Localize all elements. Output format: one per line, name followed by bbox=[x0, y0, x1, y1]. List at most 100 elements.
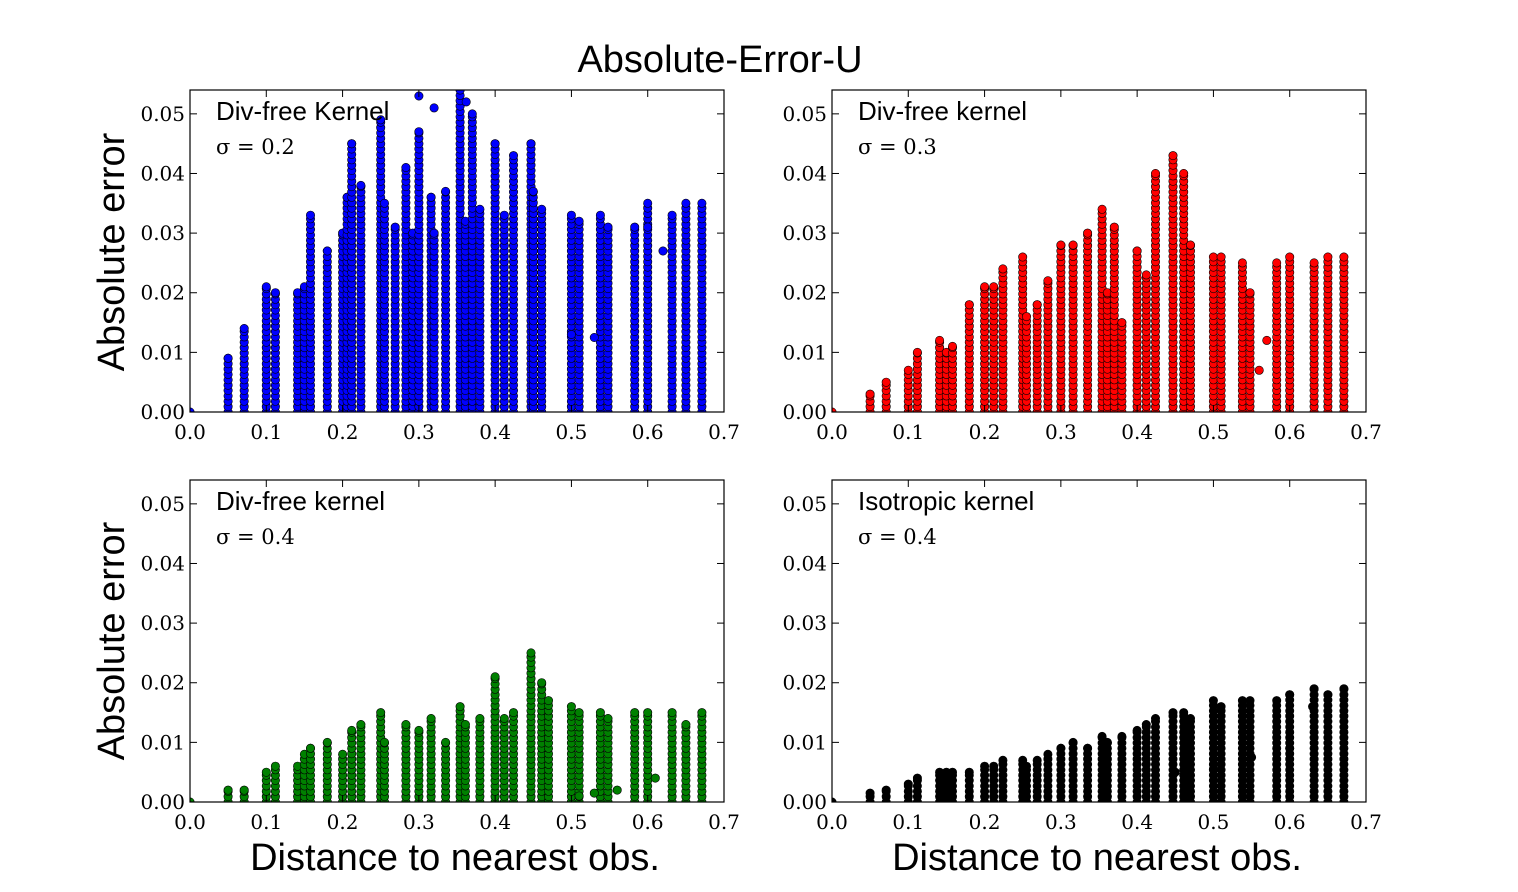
y-tick-label: 0.00 bbox=[782, 790, 827, 814]
scatter-series bbox=[190, 648, 707, 802]
data-point bbox=[1141, 270, 1151, 280]
data-point bbox=[223, 785, 233, 795]
data-point bbox=[1168, 151, 1178, 161]
data-point bbox=[1262, 335, 1272, 345]
y-tick-label: 0.01 bbox=[782, 340, 827, 364]
sigma-annotation: σ = 0.4 bbox=[216, 525, 295, 549]
panel-annotation: Div-free kernel bbox=[858, 96, 1027, 126]
data-point bbox=[1170, 767, 1180, 777]
data-point bbox=[1102, 737, 1112, 747]
axes-frame bbox=[189, 479, 725, 803]
x-axis-label-left: Distance to nearest obs. bbox=[250, 837, 660, 879]
data-point bbox=[1141, 719, 1151, 729]
x-tick-label: 0.2 bbox=[969, 420, 1001, 444]
data-point bbox=[347, 725, 357, 735]
x-tick-label: 0.7 bbox=[1350, 810, 1382, 834]
data-point bbox=[566, 702, 576, 712]
data-point bbox=[667, 210, 677, 220]
data-point bbox=[475, 204, 485, 214]
y-tick-label: 0.00 bbox=[140, 400, 185, 424]
data-point bbox=[1056, 743, 1066, 753]
data-point bbox=[1254, 365, 1264, 375]
data-point bbox=[390, 222, 400, 232]
data-point bbox=[1018, 252, 1028, 262]
data-point bbox=[526, 139, 536, 149]
data-point bbox=[881, 377, 891, 387]
data-point bbox=[455, 702, 465, 712]
y-tick-label: 0.03 bbox=[140, 611, 185, 635]
x-tick-label: 0.5 bbox=[1198, 810, 1230, 834]
y-tick-label: 0.05 bbox=[782, 102, 827, 126]
data-point bbox=[223, 353, 233, 363]
data-point bbox=[697, 708, 707, 718]
subplot-1: 0.0 0.1 0.2 0.3 0.4 0.5 0.6 0.7 0.00 0.01 0.02 0.03… bbox=[140, 89, 740, 444]
y-tick-label: 0.01 bbox=[140, 730, 185, 754]
y-tick-label: 0.04 bbox=[140, 161, 185, 185]
data-point bbox=[1186, 713, 1196, 723]
data-point bbox=[1132, 246, 1142, 256]
x-axis-label-right: Distance to nearest obs. bbox=[892, 837, 1302, 879]
data-point bbox=[612, 785, 622, 795]
data-point bbox=[1021, 761, 1031, 771]
x-tick-label: 0.1 bbox=[250, 810, 282, 834]
data-point bbox=[903, 365, 913, 375]
data-point bbox=[1097, 731, 1107, 741]
x-tick-label: 0.3 bbox=[1045, 420, 1077, 444]
x-tick-label: 0.7 bbox=[708, 810, 740, 834]
data-point bbox=[697, 198, 707, 208]
data-point bbox=[347, 139, 357, 149]
data-point bbox=[1068, 240, 1078, 250]
x-tick-label: 0.0 bbox=[174, 810, 206, 834]
data-point bbox=[475, 713, 485, 723]
data-point bbox=[1272, 696, 1282, 706]
data-point bbox=[643, 708, 653, 718]
data-point bbox=[261, 282, 271, 292]
data-point bbox=[643, 198, 653, 208]
sigma-annotation: σ = 0.4 bbox=[858, 525, 937, 549]
data-point bbox=[912, 347, 922, 357]
data-point bbox=[1245, 288, 1255, 298]
data-point bbox=[543, 696, 553, 706]
data-point bbox=[1097, 204, 1107, 214]
data-point bbox=[379, 737, 389, 747]
data-point bbox=[429, 228, 439, 238]
data-point bbox=[566, 210, 576, 220]
data-point bbox=[1186, 240, 1196, 250]
x-tick-label: 0.4 bbox=[1121, 420, 1153, 444]
data-point bbox=[574, 791, 584, 801]
data-point bbox=[441, 186, 451, 196]
data-point bbox=[1285, 743, 1295, 753]
data-point bbox=[1032, 300, 1042, 310]
x-tick-label: 0.5 bbox=[556, 810, 588, 834]
data-point bbox=[305, 210, 315, 220]
data-point bbox=[376, 708, 386, 718]
data-point bbox=[589, 788, 599, 798]
axes-frame bbox=[831, 89, 1367, 413]
data-point bbox=[1179, 708, 1189, 718]
data-point bbox=[1216, 252, 1226, 262]
y-tick-label: 0.03 bbox=[140, 221, 185, 245]
data-point bbox=[401, 163, 411, 173]
data-point bbox=[356, 180, 366, 190]
data-point bbox=[1056, 240, 1066, 250]
data-point bbox=[1285, 353, 1295, 363]
data-point bbox=[508, 151, 518, 161]
x-tick-label: 0.3 bbox=[403, 420, 435, 444]
data-point bbox=[589, 332, 599, 342]
data-point bbox=[528, 186, 538, 196]
data-point bbox=[650, 773, 660, 783]
data-point bbox=[630, 708, 640, 718]
data-point bbox=[1272, 258, 1282, 268]
data-point bbox=[429, 103, 439, 113]
x-tick-label: 0.1 bbox=[892, 810, 924, 834]
data-point bbox=[305, 743, 315, 753]
data-point bbox=[1132, 725, 1142, 735]
data-point bbox=[1032, 755, 1042, 765]
figure-title: Absolute-Error-U bbox=[577, 39, 862, 81]
data-point bbox=[1043, 749, 1053, 759]
data-point bbox=[574, 216, 584, 226]
data-point bbox=[1339, 252, 1349, 262]
x-tick-label: 0.2 bbox=[327, 420, 359, 444]
data-point bbox=[1083, 743, 1093, 753]
data-point bbox=[1285, 690, 1295, 700]
